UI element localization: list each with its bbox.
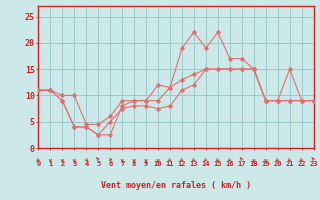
X-axis label: Vent moyen/en rafales ( km/h ): Vent moyen/en rafales ( km/h ) — [101, 181, 251, 190]
